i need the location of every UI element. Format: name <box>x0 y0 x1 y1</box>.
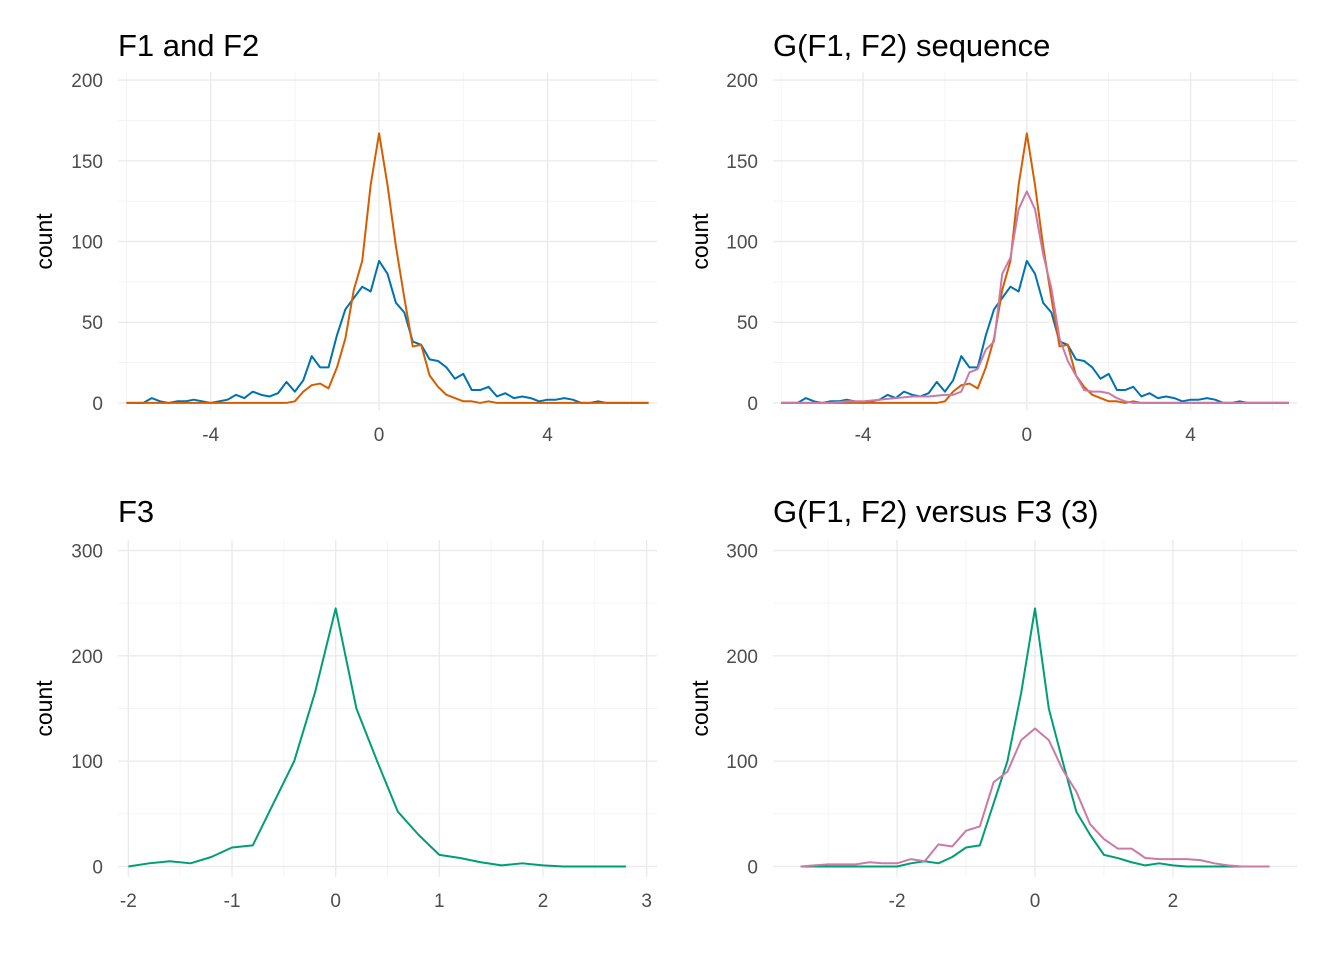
x-tick-label: -1 <box>224 891 241 912</box>
x-tick-label: 2 <box>1168 891 1179 912</box>
chart-title: F3 <box>118 494 154 529</box>
x-tick-label: 1 <box>434 891 445 912</box>
y-tick-label: 150 <box>71 152 103 173</box>
series-line-2 <box>800 727 1270 868</box>
y-axis-label: count <box>31 213 57 270</box>
series-line-2 <box>126 132 649 404</box>
x-tick-label: 0 <box>374 425 385 446</box>
chart-title: G(F1, F2) sequence <box>773 28 1050 63</box>
x-tick-label: 0 <box>330 891 341 912</box>
x-tick-label: 4 <box>542 425 553 446</box>
gridlines <box>773 540 1297 877</box>
x-tick-label: -4 <box>202 425 219 446</box>
y-tick-label: 300 <box>726 542 758 563</box>
gridlines <box>773 72 1297 411</box>
x-tick-label: 2 <box>538 891 549 912</box>
x-tick-label: -2 <box>889 891 906 912</box>
x-tick-label: -2 <box>120 891 137 912</box>
y-axis-label: count <box>31 680 57 737</box>
y-tick-label: 200 <box>726 71 758 92</box>
panel-4: -2 0 2 0 100 200 300 G(F1, F2) versus F3 (3) cou… <box>687 494 1297 912</box>
gridlines <box>118 540 657 877</box>
y-tick-label: 50 <box>737 313 758 334</box>
y-axis-label: count <box>687 213 713 270</box>
y-tick-label: 200 <box>71 71 103 92</box>
y-tick-label: 0 <box>747 394 758 415</box>
y-tick-label: 150 <box>726 152 758 173</box>
y-tick-label: 50 <box>82 313 103 334</box>
y-tick-label: 100 <box>71 233 103 254</box>
y-tick-label: 0 <box>92 857 103 878</box>
chart-title: F1 and F2 <box>118 28 259 63</box>
y-tick-label: 100 <box>726 752 758 773</box>
y-tick-label: 0 <box>747 857 758 878</box>
panel-3: -2 -1 0 1 2 3 0 100 200 300 F3 count <box>31 494 657 912</box>
x-tick-label: 4 <box>1185 425 1196 446</box>
x-tick-label: 0 <box>1030 891 1041 912</box>
y-tick-label: 100 <box>726 233 758 254</box>
series-line-1 <box>800 607 1270 868</box>
panel-1: -4 0 4 0 50 100 150 200 F1 and F2 count <box>31 28 657 446</box>
series-line-1 <box>128 607 626 868</box>
y-tick-label: 0 <box>92 394 103 415</box>
y-tick-label: 300 <box>71 542 103 563</box>
y-axis-label: count <box>687 680 713 737</box>
gridlines <box>118 72 657 411</box>
x-tick-label: 3 <box>641 891 652 912</box>
y-tick-label: 200 <box>726 647 758 668</box>
series-line-3 <box>781 190 1289 404</box>
x-tick-label: -4 <box>855 425 872 446</box>
chart-title: G(F1, F2) versus F3 (3) <box>773 494 1099 529</box>
panel-2: -4 0 4 0 50 100 150 200 G(F1, F2) sequence count <box>687 28 1297 446</box>
x-tick-label: 0 <box>1022 425 1033 446</box>
y-tick-label: 100 <box>71 752 103 773</box>
y-tick-label: 200 <box>71 647 103 668</box>
